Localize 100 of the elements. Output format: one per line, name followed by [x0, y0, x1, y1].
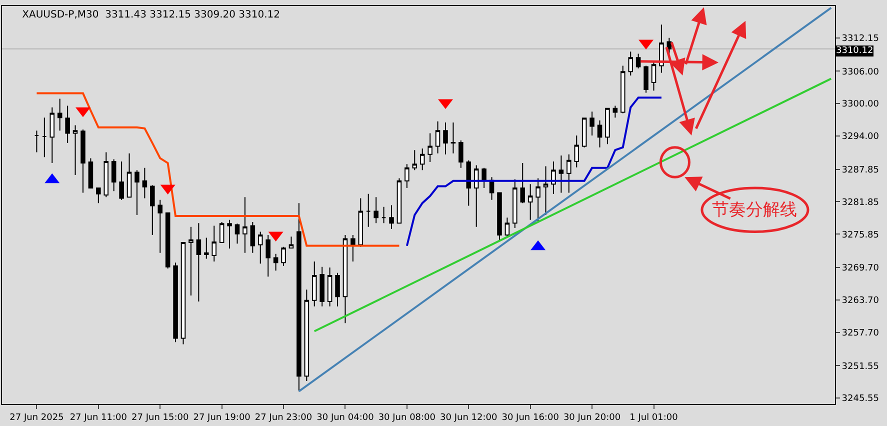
candlestick	[296, 202, 302, 392]
candlestick	[597, 120, 602, 148]
candlestick	[396, 178, 402, 224]
candlestick	[636, 53, 641, 69]
candlestick	[543, 166, 548, 216]
candlestick	[342, 234, 348, 324]
y-tick-label: 3275.85	[842, 230, 880, 240]
x-tick-label: 30 Jun 12:00	[440, 412, 498, 423]
line-series	[36, 92, 400, 247]
candlestick	[188, 226, 194, 296]
candlestick	[566, 154, 572, 194]
candlestick	[620, 65, 626, 114]
candlestick	[558, 154, 564, 194]
candlestick	[150, 184, 155, 236]
candlestick	[242, 196, 248, 254]
candlestick	[72, 124, 78, 176]
candlestick	[219, 222, 224, 244]
candlestick	[659, 24, 664, 74]
candlestick	[536, 178, 540, 223]
candlestick	[250, 222, 256, 254]
candlestick	[381, 206, 386, 224]
annotation: 节奏分解线	[712, 200, 797, 220]
candlestick	[212, 225, 216, 262]
candlestick	[327, 266, 332, 307]
candlestick	[288, 236, 294, 250]
candlestick	[227, 219, 232, 250]
candlestick	[628, 51, 633, 76]
candlestick	[165, 212, 170, 270]
candlestick	[273, 253, 278, 272]
candlestick	[65, 105, 70, 144]
candlestick	[173, 262, 178, 343]
candlestick	[528, 184, 533, 220]
candlestick	[304, 289, 310, 382]
candlestick	[389, 204, 394, 230]
y-tick-label: 3312.15	[842, 34, 880, 44]
x-tick-label: 27 Jun 15:00	[132, 412, 189, 423]
candlestick	[435, 120, 440, 154]
ref-line-label: 3310.12	[836, 46, 874, 56]
candlestick	[474, 164, 479, 228]
chart-title: XAUUSD-P,M30 3311.43 3312.15 3309.20 3310.12	[22, 10, 280, 21]
candlestick	[450, 122, 456, 154]
y-tick-label: 3257.70	[842, 328, 880, 338]
y-tick-label: 3245.55	[842, 394, 880, 404]
candlestick	[234, 223, 240, 244]
candlestick	[335, 272, 340, 307]
x-tick-label: 30 Jun 08:00	[378, 412, 436, 423]
y-tick-label: 3251.55	[842, 362, 880, 372]
y-tick-label: 3300.00	[842, 100, 880, 110]
x-tick-label: 30 Jun 20:00	[563, 412, 621, 423]
candlestick	[134, 170, 140, 216]
candlestick	[412, 150, 418, 171]
y-tick-label: 3263.70	[842, 296, 880, 306]
candlestick	[34, 130, 40, 153]
candlestick	[582, 117, 587, 148]
x-tick-label: 30 Jun 04:00	[316, 412, 374, 423]
candlestick	[520, 162, 526, 204]
candlestick	[111, 158, 116, 192]
candlestick	[96, 187, 101, 204]
y-tick-label: 3281.85	[842, 198, 880, 208]
x-tick-label: 27 Jun 2025	[10, 412, 64, 423]
candlestick	[312, 260, 317, 307]
candlestick	[142, 167, 148, 199]
y-tick-label: 3269.70	[842, 264, 880, 274]
x-tick-label: 27 Jun 19:00	[193, 412, 251, 423]
candlestick	[258, 231, 263, 264]
candlestick	[158, 199, 163, 254]
candlestick	[126, 152, 132, 198]
x-tick-label: 27 Jun 23:00	[254, 412, 312, 423]
candlestick	[428, 132, 432, 162]
y-tick-label: 3287.85	[842, 165, 880, 176]
candlestick	[651, 62, 656, 92]
candlestick	[574, 134, 580, 168]
candlestick	[644, 65, 648, 94]
x-tick-label: 30 Jun 16:00	[502, 412, 560, 423]
candlestick	[512, 178, 518, 228]
candlestick	[196, 222, 202, 302]
x-tick-label: 27 Jun 11:00	[70, 412, 128, 423]
candlestick	[50, 106, 55, 164]
candlestick	[204, 237, 209, 260]
candlestick	[119, 160, 124, 200]
candlestick	[320, 266, 324, 307]
line-series	[406, 96, 662, 247]
candlestick	[482, 167, 486, 188]
candlestick	[281, 246, 286, 266]
candlestick	[366, 193, 371, 228]
candlestick	[497, 192, 502, 240]
candlestick	[466, 160, 472, 206]
candlestick	[605, 108, 610, 145]
candlestick	[420, 148, 425, 171]
candlestick	[57, 98, 62, 132]
candlestick	[266, 234, 270, 278]
candlestick	[458, 140, 464, 168]
candlestick	[88, 158, 94, 188]
candlestick	[404, 164, 410, 188]
candlestick	[504, 217, 510, 238]
candlestick	[374, 196, 378, 224]
candlestick	[443, 122, 448, 155]
y-tick-label: 3306.00	[842, 67, 880, 78]
candlestick	[42, 117, 47, 158]
candlestick	[590, 111, 594, 136]
